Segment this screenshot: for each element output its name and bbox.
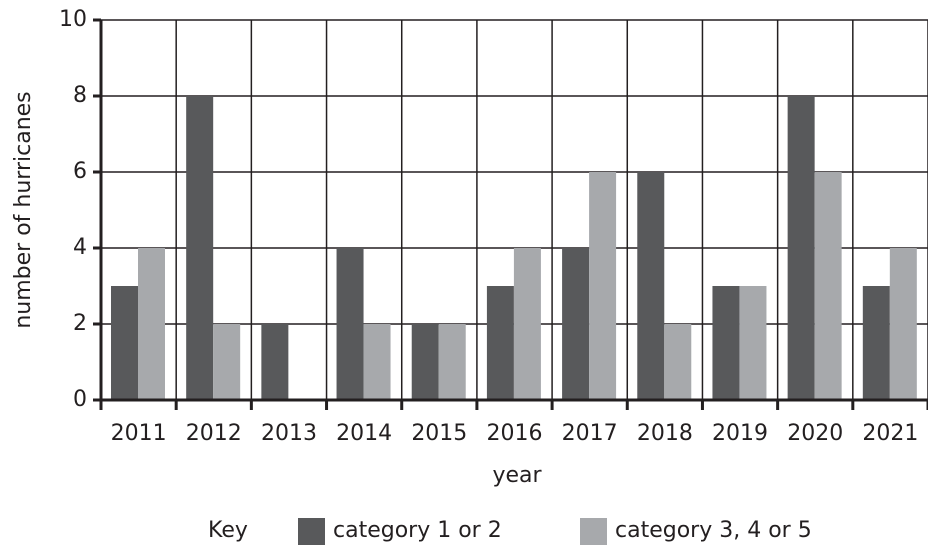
y-tick-label: 10 bbox=[59, 7, 87, 32]
y-tick-label: 4 bbox=[73, 235, 87, 260]
bar bbox=[111, 286, 138, 400]
bar bbox=[889, 248, 917, 400]
x-tick-label: 2016 bbox=[487, 421, 543, 446]
x-tick-label: 2019 bbox=[712, 421, 768, 446]
bar bbox=[363, 324, 391, 400]
legend-label: category 1 or 2 bbox=[333, 518, 502, 543]
x-axis-label: year bbox=[492, 463, 542, 488]
x-tick-label: 2012 bbox=[186, 421, 242, 446]
x-tick-label: 2020 bbox=[787, 421, 843, 446]
x-tick-label: 2021 bbox=[862, 421, 918, 446]
y-tick-label: 2 bbox=[73, 311, 87, 336]
bar bbox=[862, 286, 890, 400]
y-tick-label: 8 bbox=[73, 83, 87, 108]
bar bbox=[213, 324, 241, 400]
x-tick-label: 2018 bbox=[637, 421, 693, 446]
legend-swatch bbox=[580, 518, 607, 545]
bar bbox=[411, 324, 439, 400]
bar bbox=[486, 286, 514, 400]
legend-label: category 3, 4 or 5 bbox=[615, 518, 812, 543]
bar bbox=[138, 248, 165, 400]
bar bbox=[814, 172, 842, 400]
y-tick-label: 6 bbox=[73, 159, 87, 184]
bar bbox=[438, 324, 466, 400]
y-axis-label: number of hurricanes bbox=[11, 91, 36, 328]
legend-title: Key bbox=[208, 518, 248, 543]
bar bbox=[562, 248, 590, 400]
bar bbox=[787, 96, 815, 400]
x-tick-label: 2017 bbox=[562, 421, 618, 446]
x-tick-label: 2013 bbox=[261, 421, 317, 446]
bar bbox=[513, 248, 541, 400]
legend-swatch bbox=[298, 518, 325, 545]
bar bbox=[589, 172, 617, 400]
x-tick-label: 2014 bbox=[336, 421, 392, 446]
x-tick-label: 2011 bbox=[111, 421, 167, 446]
bar bbox=[186, 96, 214, 400]
bar bbox=[261, 324, 289, 400]
y-tick-label: 0 bbox=[73, 387, 87, 412]
bar bbox=[637, 172, 665, 400]
x-tick-label: 2015 bbox=[411, 421, 467, 446]
bar bbox=[712, 286, 740, 400]
bar bbox=[739, 286, 767, 400]
bar bbox=[336, 248, 364, 400]
bar bbox=[664, 324, 692, 400]
